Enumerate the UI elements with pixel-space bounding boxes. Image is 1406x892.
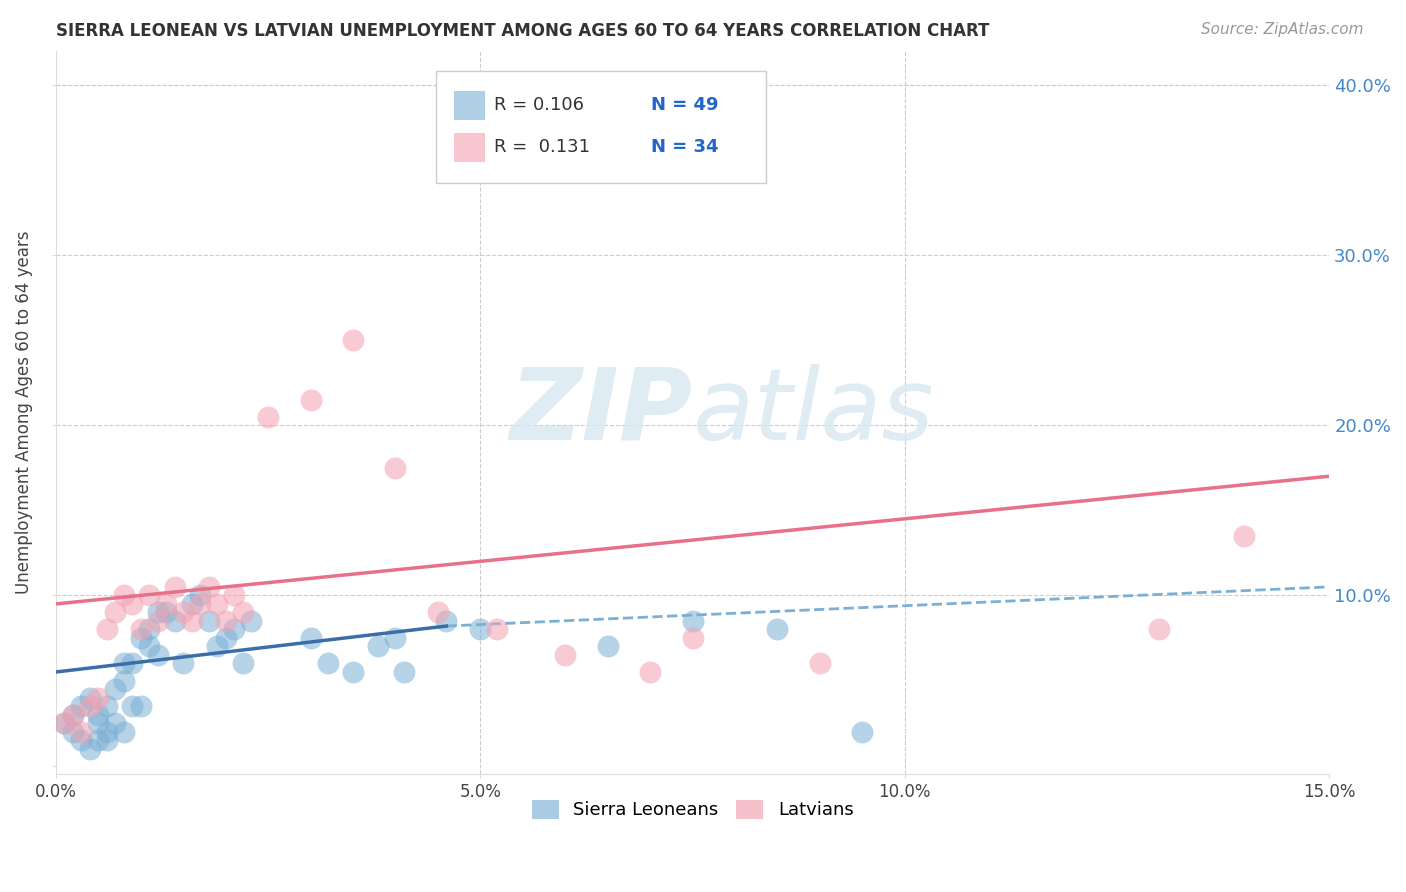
Point (384, 631, 406, 645)
Point (112, 657, 135, 671)
Point (96, 623, 118, 637)
Point (112, 673, 135, 688)
Point (87, 733, 110, 747)
Text: atlas: atlas (693, 364, 934, 461)
Point (180, 597, 202, 611)
Point (766, 623, 789, 637)
Point (197, 580, 219, 594)
Point (112, 588, 135, 602)
Point (96, 724, 118, 739)
Point (96, 699, 118, 714)
Point (155, 606, 177, 620)
Text: SIERRA LEONEAN VS LATVIAN UNEMPLOYMENT AMONG AGES 60 TO 64 YEARS CORRELATION CHA: SIERRA LEONEAN VS LATVIAN UNEMPLOYMENT A… (56, 22, 990, 40)
Point (240, 614, 263, 628)
Point (299, 392, 322, 407)
Point (79, 690, 101, 705)
Point (682, 614, 704, 628)
Point (146, 606, 169, 620)
Point (96, 733, 118, 747)
Point (392, 665, 415, 679)
Point (257, 409, 280, 424)
Point (87, 690, 110, 705)
Point (155, 597, 177, 611)
Point (70, 724, 93, 739)
Point (197, 614, 219, 628)
Point (138, 588, 160, 602)
Point (638, 665, 661, 679)
Point (163, 614, 186, 628)
Point (1149, 623, 1171, 637)
Point (486, 623, 509, 637)
Point (215, 631, 238, 645)
Point (62, 707, 84, 722)
Point (87, 716, 110, 731)
Point (172, 606, 194, 620)
Point (129, 631, 152, 645)
Point (188, 588, 211, 602)
Point (70, 733, 93, 747)
Point (53, 716, 76, 731)
Point (851, 724, 873, 739)
Point (224, 623, 246, 637)
Point (384, 460, 406, 475)
Point (104, 606, 127, 620)
Point (53, 716, 76, 731)
Point (367, 640, 389, 654)
Point (104, 681, 127, 696)
Point (87, 707, 110, 722)
Text: Source: ZipAtlas.com: Source: ZipAtlas.com (1201, 22, 1364, 37)
Point (138, 623, 160, 637)
Point (79, 741, 101, 756)
Point (808, 657, 831, 671)
Point (224, 588, 246, 602)
Point (342, 333, 364, 347)
Point (215, 614, 238, 628)
Point (232, 657, 254, 671)
Legend: Sierra Leoneans, Latvians: Sierra Leoneans, Latvians (524, 793, 860, 827)
Point (470, 623, 492, 637)
Point (138, 640, 160, 654)
Point (232, 606, 254, 620)
Point (104, 716, 127, 731)
Point (596, 640, 619, 654)
Point (436, 614, 458, 628)
Point (172, 657, 194, 671)
Point (121, 699, 143, 714)
Text: N = 49: N = 49 (651, 96, 718, 114)
Point (146, 614, 169, 628)
Text: R =  0.131: R = 0.131 (494, 138, 589, 156)
Point (205, 597, 228, 611)
Point (682, 631, 704, 645)
Point (129, 623, 152, 637)
Y-axis label: Unemployment Among Ages 60 to 64 years: Unemployment Among Ages 60 to 64 years (15, 231, 32, 594)
Point (426, 606, 449, 620)
Point (316, 657, 339, 671)
Text: ZIP: ZIP (509, 364, 693, 461)
Point (129, 699, 152, 714)
Point (180, 614, 202, 628)
Point (79, 699, 101, 714)
Point (554, 648, 576, 662)
Point (121, 597, 143, 611)
Point (121, 657, 143, 671)
Point (299, 631, 322, 645)
Point (163, 580, 186, 594)
Point (112, 724, 135, 739)
Text: R = 0.106: R = 0.106 (494, 96, 583, 114)
Point (70, 699, 93, 714)
Point (205, 640, 228, 654)
Point (62, 707, 84, 722)
Point (188, 597, 211, 611)
Point (146, 648, 169, 662)
Text: N = 34: N = 34 (651, 138, 718, 156)
Point (342, 665, 364, 679)
Point (1233, 529, 1256, 543)
Point (62, 724, 84, 739)
